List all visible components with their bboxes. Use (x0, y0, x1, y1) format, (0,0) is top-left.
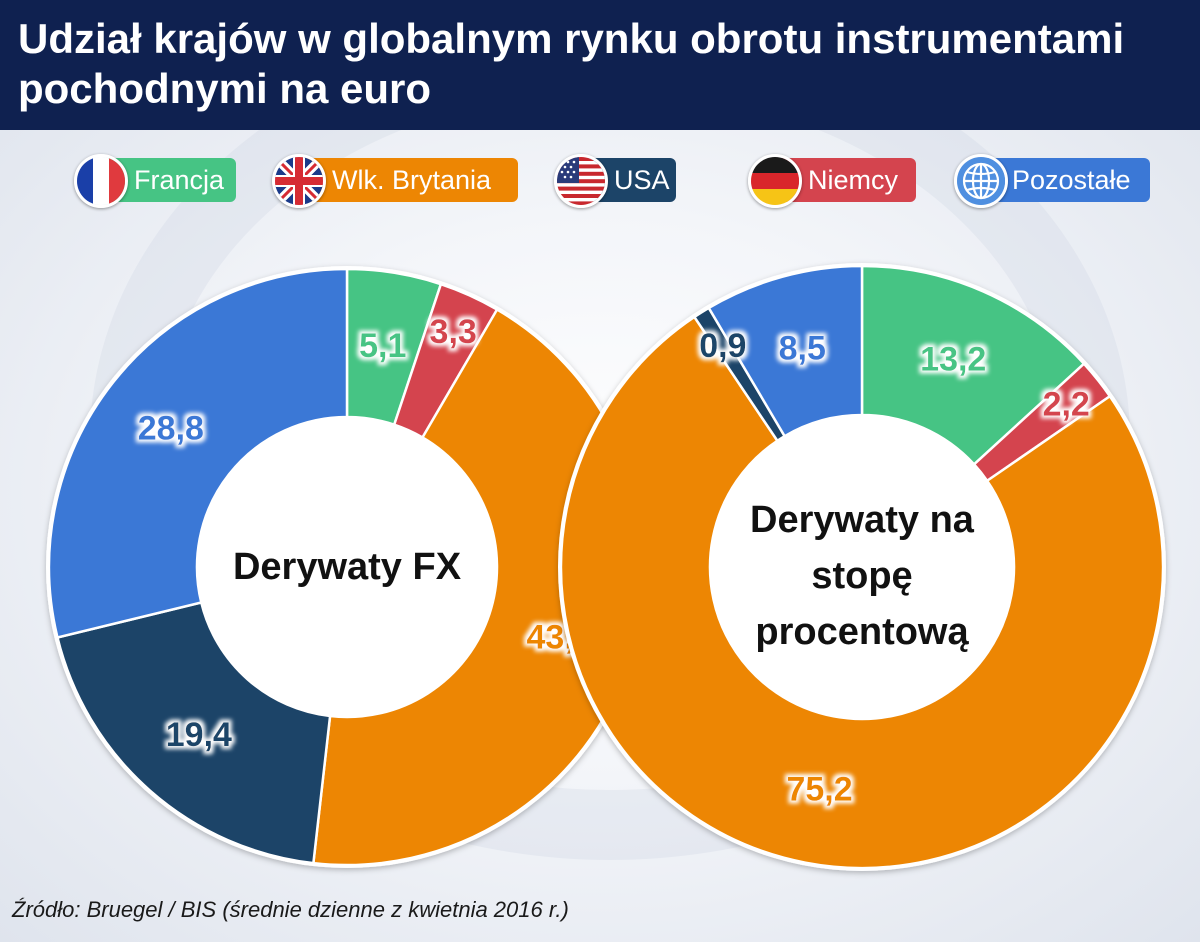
center-label: Derywaty na (750, 499, 975, 541)
slice-value-label: 28,8 (138, 410, 204, 448)
center-label: procentową (755, 611, 969, 653)
center-label: Derywaty FX (233, 546, 462, 588)
donut-center (710, 415, 1014, 719)
legend-label: Francja (134, 165, 225, 195)
page-title: Udział krajów w globalnym rynku obrotu i… (18, 15, 1125, 112)
france-flag-icon (74, 154, 128, 208)
legend-label: USA (614, 165, 670, 195)
slice-value-label: 5,1 (359, 327, 406, 365)
donut-center (197, 417, 497, 717)
header-bar: Udział krajów w globalnym rynku obrotu i… (0, 0, 1200, 130)
legend-item-francja: Francja (74, 154, 236, 208)
globe-icon (954, 154, 1008, 208)
slice-value-label: 75,2 (786, 770, 852, 808)
legend-label: Niemcy (808, 165, 899, 195)
slice-value-label: 2,2 (1043, 385, 1090, 423)
slice-value-label: 8,5 (779, 330, 826, 368)
slice-value-label: 13,2 (920, 341, 986, 379)
legend-item-wlk-brytania: Wlk. Brytania (272, 154, 518, 208)
legend-item-pozostale: Pozostałe (954, 154, 1150, 208)
germany-flag-icon (748, 154, 802, 208)
legend-item-usa: USA (554, 154, 676, 208)
center-label: stopę (811, 555, 912, 597)
slice-value-label: 19,4 (166, 716, 232, 754)
uk-flag-icon (272, 154, 326, 208)
slice-value-label: 0,9 (699, 327, 746, 365)
legend-label: Wlk. Brytania (332, 165, 492, 195)
legend-item-niemcy: Niemcy (748, 154, 916, 208)
donut-chart-stopa-procentowa: 13,2 2,2 75,2 0,9 8,5 Derywaty na stopę procent… (558, 263, 1166, 871)
source-note: Źródło: Bruegel / BIS (średnie dzienne z… (12, 897, 569, 922)
slice-value-label: 3,3 (430, 313, 477, 351)
usa-flag-icon (554, 154, 608, 208)
legend-label: Pozostałe (1012, 165, 1131, 195)
